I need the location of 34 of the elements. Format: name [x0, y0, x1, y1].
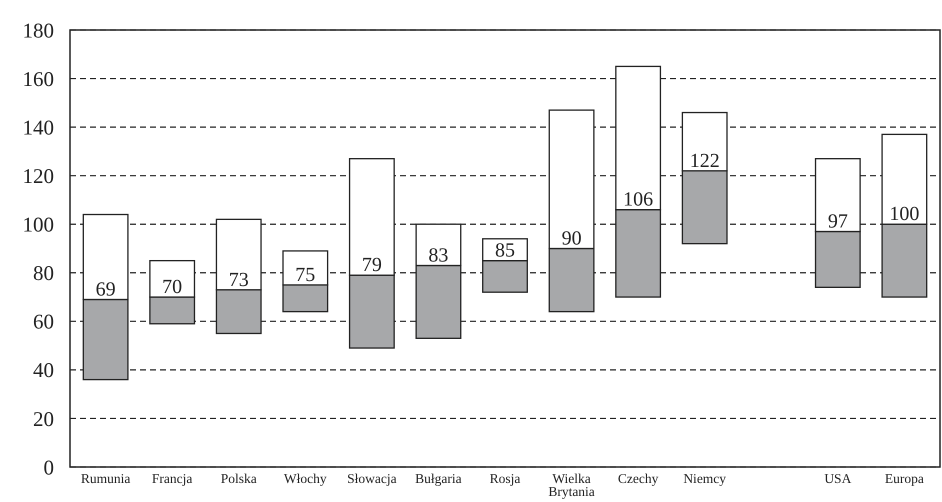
x-tick-label: Rumunia	[80, 471, 130, 486]
annotation: 106	[623, 188, 654, 211]
x-tick-label: Europa	[884, 471, 924, 486]
x-tick-label: Włochy	[284, 471, 327, 486]
annotation: 70	[162, 276, 182, 298]
x-tick-label: Polska	[220, 471, 257, 486]
annotation: 122	[690, 150, 720, 172]
annotation: 69	[96, 278, 116, 300]
annotation: 79	[362, 254, 382, 276]
y-tick-label: 120	[22, 164, 54, 188]
x-tick-label: Rosja	[490, 471, 520, 486]
y-tick-label: 180	[22, 18, 54, 42]
y-tick-label: 80	[33, 261, 54, 286]
annotation: 85	[495, 240, 515, 262]
x-tick-label: Niemcy	[683, 471, 726, 486]
x-tick-label: Francja	[152, 471, 192, 486]
annotation: 75	[295, 264, 316, 286]
x-tick-label: Słowacja	[347, 471, 397, 486]
x-tick-label: Bułgaria	[415, 471, 462, 486]
y-tick-label: 40	[33, 358, 54, 382]
annotation: 90	[562, 228, 582, 250]
y-tick-label: 140	[22, 115, 54, 140]
y-tick-label: 0	[44, 455, 54, 480]
annotation: 97	[828, 210, 848, 233]
y-tick-label: 60	[33, 310, 54, 334]
annotation: 73	[228, 268, 249, 291]
x-tick-label: Czechy	[618, 471, 659, 486]
y-tick-label: 20	[33, 406, 54, 431]
x-tick-label: USA	[824, 471, 852, 486]
y-tick-label: 160	[22, 66, 54, 91]
annotation: 83	[428, 244, 448, 266]
x-tick-label: Wielka Brytania	[548, 471, 595, 499]
annotation: 100	[889, 203, 920, 226]
y-tick-label: 100	[22, 212, 54, 237]
